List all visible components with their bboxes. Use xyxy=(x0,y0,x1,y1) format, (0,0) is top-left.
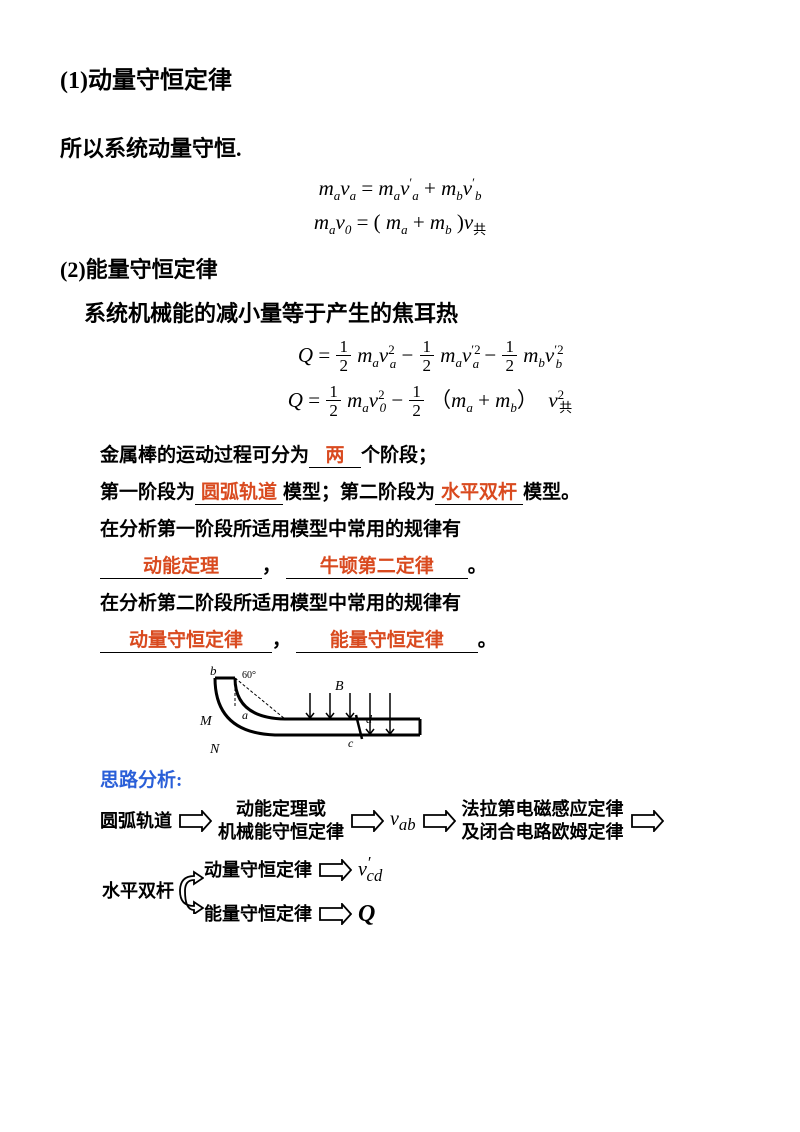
physics-diagram: b 60° B d M N a c xyxy=(180,663,740,763)
blank-4: 动能定理 xyxy=(100,557,262,579)
fill-line-1: 金属棒的运动过程可分为两个阶段； xyxy=(100,437,740,474)
fill-line-3b: 动能定理， 牛顿第二定律。 xyxy=(100,548,740,585)
arrow-icon xyxy=(318,859,352,881)
heading-2: (2)能量守恒定律 xyxy=(60,252,740,284)
page: (1)动量守恒定律 所以系统动量守恒. mava = mav′a + mbv′b… xyxy=(0,0,800,973)
flow-node-theorem: 动能定理或机械能守恒定律 xyxy=(218,798,344,843)
svg-text:60°: 60° xyxy=(242,670,256,681)
svg-text:N: N xyxy=(209,742,220,757)
blank-1: 两 xyxy=(309,446,361,468)
equation-1: mava = mav′a + mbv′b xyxy=(60,175,740,204)
flow-node-bars: 水平双杆 xyxy=(100,880,176,903)
svg-text:c: c xyxy=(348,736,354,750)
flow-diagram: 圆弧轨道 动能定理或机械能守恒定律 vab 法拉第电磁感应定律及闭合电路欧姆定律… xyxy=(100,798,740,928)
svg-text:M: M xyxy=(199,714,213,729)
arrow-icon xyxy=(318,903,352,925)
equation-4: Q = 12 mav20 − 12 （ma + mb） v2共 xyxy=(60,383,740,421)
equation-3: Q = 12 mav2a − 12 mav′2a − 12 mbv′2b xyxy=(60,338,740,376)
svg-text:d: d xyxy=(366,712,373,726)
flow-node-momentum: 动量守恒定律 xyxy=(204,859,312,882)
fill-line-3: 在分析第一阶段所适用模型中常用的规律有 xyxy=(100,511,740,548)
fill-line-2: 第一阶段为圆弧轨道模型；第二阶段为水平双杆模型。 xyxy=(100,474,740,511)
flow-row-2: 水平双杆 动量守恒定律 v′cd 能量守恒定律 Q xyxy=(100,853,740,928)
arrow-icon xyxy=(178,810,212,832)
equation-2: mav0 = ( ma + mb )v共 xyxy=(60,210,740,238)
fill-line-4b: 动量守恒定律， 能量守恒定律。 xyxy=(100,622,740,659)
svg-text:b: b xyxy=(210,663,217,678)
fill-line-4: 在分析第二阶段所适用模型中常用的规律有 xyxy=(100,585,740,622)
paragraph-energy: 系统机械能的减小量等于产生的焦耳热 xyxy=(84,296,740,328)
blank-3: 水平双杆 xyxy=(435,483,523,505)
flow-node-vab: vab xyxy=(390,807,416,836)
arrow-icon xyxy=(422,810,456,832)
blank-7: 能量守恒定律 xyxy=(296,631,478,653)
heading-1: (1)动量守恒定律 xyxy=(60,60,740,95)
flow-node-faraday: 法拉第电磁感应定律及闭合电路欧姆定律 xyxy=(462,798,624,843)
flow-node-vcd: v′cd xyxy=(358,853,382,886)
svg-text:B: B xyxy=(335,679,344,694)
arrow-icon xyxy=(350,810,384,832)
flow-row-1: 圆弧轨道 动能定理或机械能守恒定律 vab 法拉第电磁感应定律及闭合电路欧姆定律 xyxy=(100,798,740,843)
paragraph-conclusion: 所以系统动量守恒. xyxy=(60,131,740,163)
blank-6: 动量守恒定律 xyxy=(100,631,272,653)
blank-5: 牛顿第二定律 xyxy=(286,557,468,579)
svg-text:a: a xyxy=(242,708,248,722)
branch-arrow-icon xyxy=(176,868,204,914)
flow-node-energy: 能量守恒定律 xyxy=(204,903,312,926)
flow-node-q: Q xyxy=(358,899,375,929)
flow-node-arc: 圆弧轨道 xyxy=(100,810,172,833)
blank-2: 圆弧轨道 xyxy=(195,483,283,505)
fill-in-block: 金属棒的运动过程可分为两个阶段； 第一阶段为圆弧轨道模型；第二阶段为水平双杆模型… xyxy=(100,437,740,659)
analysis-label: 思路分析: xyxy=(100,765,182,792)
arrow-icon xyxy=(630,810,664,832)
